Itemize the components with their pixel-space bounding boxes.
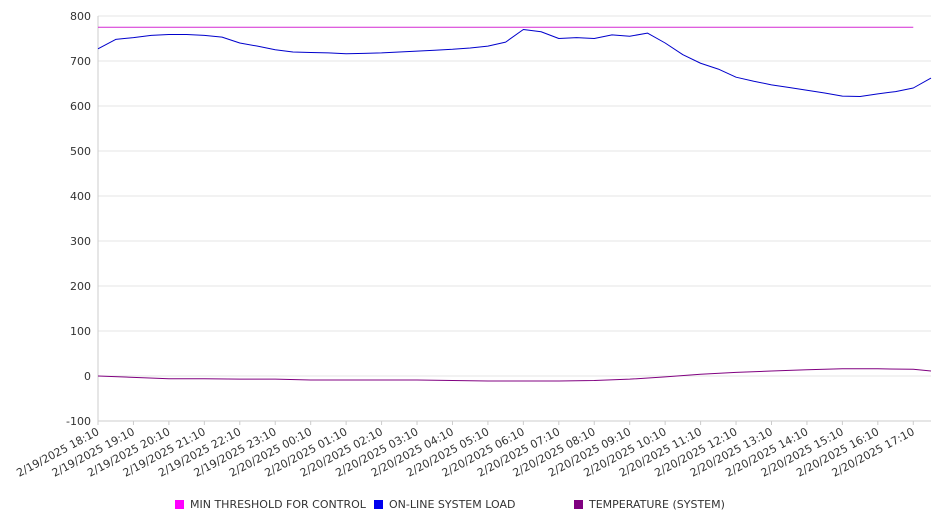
y-tick-label: -100 (66, 415, 91, 428)
series-system-load[interactable] (97, 29, 932, 98)
legend-swatch-system-load (374, 500, 383, 509)
y-tick-label: 100 (70, 325, 91, 338)
series-layer (97, 26, 932, 382)
legend-label-system-load: ON-LINE SYSTEM LOAD (389, 498, 516, 511)
legend-item-system-load[interactable]: ON-LINE SYSTEM LOAD (374, 498, 515, 511)
y-tick-label: 500 (70, 145, 91, 158)
y-tick-label: 200 (70, 280, 91, 293)
y-tick-label: 0 (84, 370, 91, 383)
series-temperature[interactable] (97, 368, 932, 382)
y-tick-label: 600 (70, 100, 91, 113)
grid-layer (98, 15, 931, 422)
y-tick-label: 700 (70, 55, 91, 68)
y-tick-label: 400 (70, 190, 91, 203)
legend-label-min-threshold: MIN THRESHOLD FOR CONTROL (190, 498, 366, 511)
y-tick-label: 300 (70, 235, 91, 248)
legend-item-temperature[interactable]: TEMPERATURE (SYSTEM) (574, 498, 725, 511)
y-tick-label: 800 (70, 10, 91, 23)
legend-item-min-threshold[interactable]: MIN THRESHOLD FOR CONTROL (175, 498, 366, 511)
legend-label-temperature: TEMPERATURE (SYSTEM) (589, 498, 725, 511)
legend-swatch-min-threshold (175, 500, 184, 509)
legend: MIN THRESHOLD FOR CONTROL ON-LINE SYSTEM… (0, 498, 946, 514)
legend-swatch-temperature (574, 500, 583, 509)
